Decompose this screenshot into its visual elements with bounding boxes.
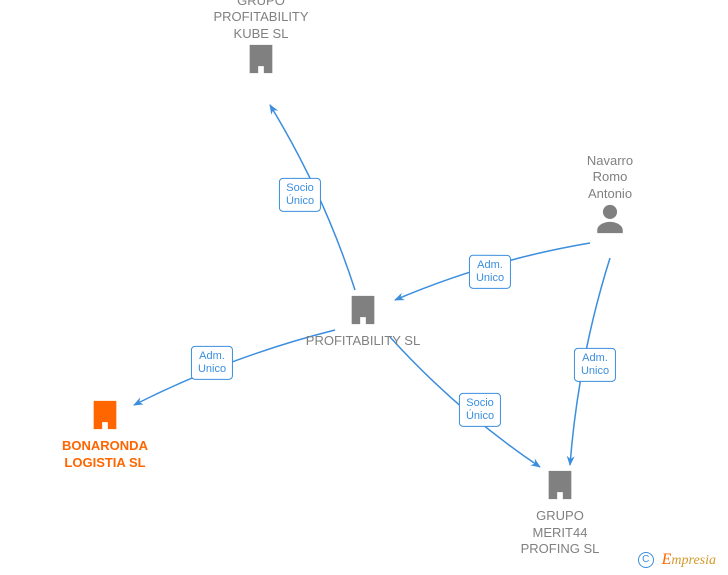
node-label: NavarroRomoAntonio bbox=[540, 153, 680, 202]
node-merit44: GRUPOMERIT44PROFING SL bbox=[490, 468, 630, 557]
edge-label-profitability-kube: Socio Único bbox=[279, 178, 321, 212]
building-icon bbox=[88, 398, 122, 432]
building-icon bbox=[244, 42, 278, 76]
node-label: GRUPOPROFITABILITYKUBE SL bbox=[191, 0, 331, 42]
watermark-brand: Empresia bbox=[662, 553, 716, 568]
building-icon bbox=[346, 293, 380, 327]
node-label: PROFITABILITY SL bbox=[293, 333, 433, 349]
node-profitability: PROFITABILITY SL bbox=[293, 293, 433, 350]
watermark: C Empresia bbox=[638, 551, 716, 569]
person-icon bbox=[593, 202, 627, 236]
node-label: GRUPOMERIT44PROFING SL bbox=[490, 508, 630, 557]
node-kube: GRUPOPROFITABILITYKUBE SL bbox=[191, 0, 331, 80]
edge-label-profitability-merit44: Socio Único bbox=[459, 393, 501, 427]
edge-label-profitability-bonaronda: Adm. Unico bbox=[191, 346, 233, 380]
node-bonaronda: BONARONDALOGISTIA SL bbox=[35, 398, 175, 471]
edge-label-navarro-profitability: Adm. Unico bbox=[469, 255, 511, 289]
node-navarro: NavarroRomoAntonio bbox=[540, 151, 680, 240]
edge-label-navarro-merit44: Adm. Unico bbox=[574, 348, 616, 382]
building-icon bbox=[543, 468, 577, 502]
copyright-icon: C bbox=[638, 552, 654, 568]
node-label: BONARONDALOGISTIA SL bbox=[35, 438, 175, 471]
